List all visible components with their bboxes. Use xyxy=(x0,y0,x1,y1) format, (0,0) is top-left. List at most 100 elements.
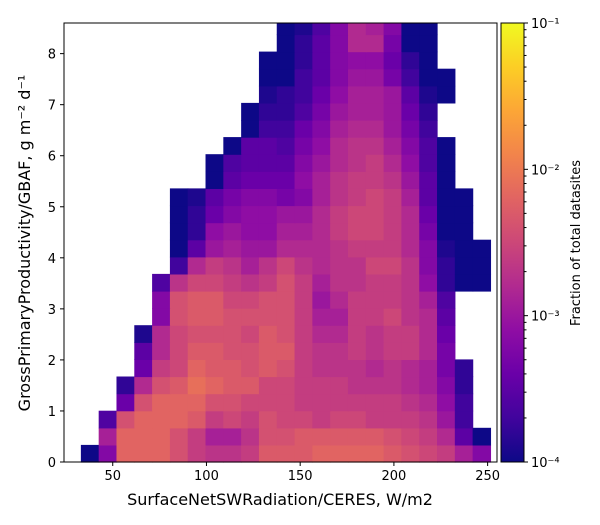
heatmap-cell xyxy=(223,308,242,326)
heatmap-cell xyxy=(401,154,420,172)
heatmap-cell xyxy=(258,239,278,258)
heatmap-cell xyxy=(312,23,331,36)
heatmap-cell xyxy=(347,444,367,463)
heatmap-cell xyxy=(134,427,153,446)
heatmap-cell xyxy=(437,68,456,87)
heatmap-cell xyxy=(134,410,153,429)
heatmap-cell xyxy=(454,188,474,207)
heatmap-cell xyxy=(187,188,207,207)
heatmap-cell xyxy=(294,171,313,189)
heatmap-cell xyxy=(454,256,474,275)
heatmap-cell xyxy=(454,444,474,463)
heatmap-cell xyxy=(241,205,260,224)
heatmap-cell xyxy=(365,410,385,429)
heatmap-cell xyxy=(294,325,313,343)
heatmap-cell xyxy=(276,85,296,104)
heatmap-cell xyxy=(152,376,171,395)
heatmap-cell xyxy=(258,137,278,155)
heatmap-cell xyxy=(365,239,385,258)
heatmap-cell xyxy=(205,154,224,172)
heatmap-cell xyxy=(383,51,403,70)
heatmap-cell xyxy=(241,308,260,326)
heatmap-cell xyxy=(258,154,278,172)
heatmap-cell xyxy=(347,308,367,326)
heatmap-cell xyxy=(187,273,207,292)
heatmap-cell xyxy=(294,359,313,378)
heatmap-cell xyxy=(294,410,313,429)
heatmap-cell xyxy=(312,188,331,207)
heatmap-cell xyxy=(383,410,403,429)
heatmap-cell xyxy=(152,393,171,412)
x-axis-label: SurfaceNetSWRadiation/CERES, W/m2 xyxy=(127,490,433,509)
heatmap-cell xyxy=(258,119,278,138)
heatmap-cell xyxy=(347,23,367,36)
heatmap-cell xyxy=(419,222,438,241)
heatmap-cell xyxy=(152,342,171,360)
heatmap-cell xyxy=(401,205,420,224)
heatmap-cell xyxy=(330,239,349,258)
heatmap-cell xyxy=(223,222,242,241)
heatmap-cell xyxy=(419,410,438,429)
heatmap-cell xyxy=(187,444,207,463)
heatmap-cell xyxy=(365,23,385,36)
heatmap-cell xyxy=(223,342,242,360)
heatmap-cell xyxy=(365,393,385,412)
heatmap-cell xyxy=(383,342,403,360)
heatmap-cell xyxy=(347,85,367,104)
heatmap-cell xyxy=(205,376,224,395)
heatmap-cell xyxy=(223,256,242,275)
heatmap-cell xyxy=(365,205,385,224)
heatmap-cell xyxy=(205,256,224,275)
heatmap-cell xyxy=(330,205,349,224)
x-axis: 50 100 150 200 250 xyxy=(104,462,500,484)
heatmap-cell xyxy=(187,308,207,326)
heatmap-cell xyxy=(276,393,296,412)
heatmap-cell xyxy=(276,68,296,87)
heatmap-cell xyxy=(312,308,331,326)
heatmap-cell xyxy=(241,222,260,241)
heatmap-cell xyxy=(383,119,403,138)
heatmap-cell xyxy=(258,102,278,121)
heatmap-cell xyxy=(437,137,456,155)
heatmap-cell xyxy=(383,256,403,275)
heatmap-cell xyxy=(134,393,153,412)
heatmap-cell xyxy=(205,359,224,378)
heatmap-cell xyxy=(258,205,278,224)
heatmap-cell xyxy=(330,188,349,207)
heatmap-cell xyxy=(223,188,242,207)
heatmap-cell xyxy=(294,427,313,446)
heatmap-cell xyxy=(347,188,367,207)
heatmap-cell xyxy=(187,256,207,275)
heatmap-cell xyxy=(401,376,420,395)
heatmap-cell xyxy=(152,273,171,292)
heatmap-cell xyxy=(187,290,207,309)
heatmap-cell xyxy=(169,308,189,326)
heatmap-cell xyxy=(294,239,313,258)
heatmap-cell xyxy=(152,308,171,326)
heatmap-cell xyxy=(347,256,367,275)
heatmap-cell xyxy=(383,23,403,36)
heatmap-cell xyxy=(294,68,313,87)
heatmap-cell xyxy=(365,359,385,378)
heatmap-cell xyxy=(437,239,456,258)
heatmap-cell xyxy=(241,102,260,121)
heatmap-cell xyxy=(205,188,224,207)
heatmap-cell xyxy=(312,119,331,138)
heatmap-cell xyxy=(330,376,349,395)
heatmap-cell xyxy=(401,273,420,292)
heatmap-cell xyxy=(258,222,278,241)
heatmap-cell xyxy=(347,137,367,155)
heatmap-cell xyxy=(401,68,420,87)
heatmap-cell xyxy=(223,444,242,463)
heatmap-cell xyxy=(276,102,296,121)
heatmap-cell xyxy=(347,171,367,189)
heatmap-cell xyxy=(294,290,313,309)
heatmap-cell xyxy=(347,51,367,70)
heatmap-cell xyxy=(330,51,349,70)
y-tick-label: 7 xyxy=(48,99,56,114)
heatmap-cell xyxy=(401,427,420,446)
heatmap-cell xyxy=(241,376,260,395)
y-tick-label: 6 xyxy=(48,150,56,165)
heatmap-cell xyxy=(419,256,438,275)
